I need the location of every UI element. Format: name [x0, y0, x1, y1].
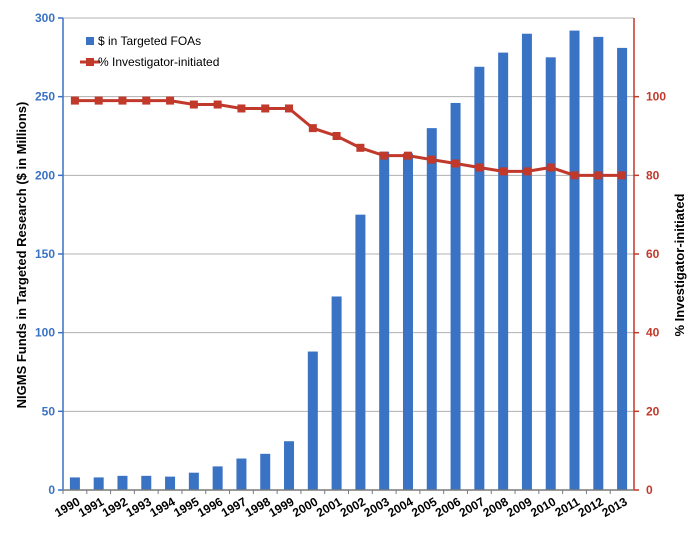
line-point	[380, 151, 389, 160]
bar	[450, 102, 461, 491]
bar	[593, 36, 604, 490]
x-axis-ticks: 1990199119921993199419951996199719981999…	[52, 490, 630, 520]
legend: $ in Targeted FOAs % Investigator-initia…	[80, 34, 219, 69]
legend-line-label: % Investigator-initiated	[98, 55, 219, 69]
right-tick-label: 0	[646, 483, 653, 497]
bar	[331, 296, 342, 490]
right-axis-ticks: 0 20 40 60 80 100	[634, 90, 666, 497]
bar	[117, 475, 128, 490]
bar	[474, 66, 485, 491]
line-point	[403, 151, 412, 160]
bar	[307, 351, 318, 490]
bar	[545, 57, 556, 490]
bar	[426, 128, 437, 490]
right-tick-label: 40	[646, 326, 660, 340]
left-axis-label: NIGMS Funds in Targeted Research ($ in M…	[14, 102, 29, 409]
line-point	[70, 96, 79, 105]
bar	[212, 466, 223, 490]
line-point	[570, 171, 579, 180]
line-point	[451, 159, 460, 168]
left-tick-label: 250	[35, 90, 55, 104]
bar	[93, 477, 104, 490]
line-point	[285, 104, 294, 113]
gridlines	[63, 17, 634, 412]
line-point	[356, 143, 365, 152]
line-point	[546, 163, 555, 172]
legend-bar-swatch	[86, 37, 94, 45]
left-tick-label: 0	[48, 483, 55, 497]
left-tick-label: 200	[35, 168, 55, 182]
x-tick-label: 2013	[599, 494, 629, 520]
right-tick-label: 100	[646, 90, 666, 104]
bar	[260, 453, 271, 490]
left-tick-label: 150	[35, 247, 55, 261]
line-point	[166, 96, 175, 105]
bar	[141, 475, 152, 490]
line-point	[332, 132, 341, 140]
bar	[498, 52, 509, 490]
line-point	[94, 96, 103, 105]
line-point	[499, 167, 508, 176]
bar	[188, 472, 199, 490]
right-tick-label: 80	[646, 168, 660, 182]
legend-bar-label: $ in Targeted FOAs	[98, 34, 201, 48]
line-point	[189, 100, 198, 109]
bar	[165, 476, 176, 490]
line-point	[594, 171, 603, 180]
bar	[569, 30, 580, 490]
line-series	[70, 96, 627, 180]
line-point	[142, 96, 151, 105]
line-point	[118, 96, 127, 105]
left-axis-ticks: 0 50 100 150 200 250 300	[35, 11, 63, 497]
bar	[617, 47, 628, 490]
bar	[69, 477, 80, 490]
line-point	[213, 100, 222, 109]
right-tick-label: 60	[646, 247, 660, 261]
left-tick-label: 300	[35, 11, 55, 25]
bar	[355, 214, 366, 490]
line-point	[237, 104, 246, 113]
line-point	[475, 163, 484, 172]
left-tick-label: 100	[35, 326, 55, 340]
right-axis-label: % Investigator-initiated	[672, 193, 687, 336]
line-point	[618, 171, 627, 180]
bar	[402, 153, 413, 490]
bar-series	[69, 30, 628, 491]
line-point	[308, 124, 317, 133]
bar	[379, 151, 390, 490]
left-tick-label: 50	[42, 404, 56, 418]
line-path	[74, 99, 623, 177]
line-point	[427, 155, 436, 164]
bar	[284, 441, 295, 490]
legend-line-marker	[86, 58, 94, 66]
bar	[236, 458, 247, 490]
bar	[521, 33, 532, 490]
right-tick-label: 20	[646, 404, 660, 418]
line-point	[522, 167, 531, 176]
line-point	[261, 104, 270, 113]
